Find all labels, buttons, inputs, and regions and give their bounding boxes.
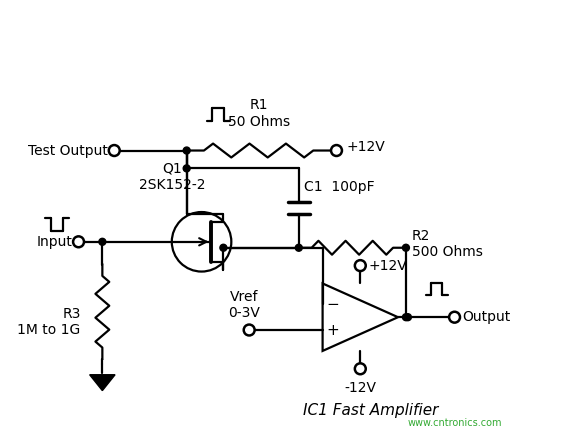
Circle shape bbox=[220, 244, 227, 251]
Text: R1
50 Ohms: R1 50 Ohms bbox=[227, 98, 290, 129]
Circle shape bbox=[99, 238, 106, 245]
Text: Input: Input bbox=[37, 235, 73, 249]
Circle shape bbox=[405, 314, 411, 321]
Text: +: + bbox=[326, 323, 339, 337]
Text: Test Output: Test Output bbox=[29, 143, 108, 158]
Polygon shape bbox=[89, 375, 115, 391]
Text: IC1 Fast Amplifier: IC1 Fast Amplifier bbox=[303, 403, 438, 418]
Text: −: − bbox=[326, 297, 339, 312]
Text: C1  100pF: C1 100pF bbox=[304, 180, 374, 194]
Text: Q1
2SK152-2: Q1 2SK152-2 bbox=[139, 162, 205, 192]
Text: +12V: +12V bbox=[368, 259, 407, 273]
Text: R3
1M to 1G: R3 1M to 1G bbox=[17, 307, 81, 337]
Circle shape bbox=[295, 244, 303, 251]
Text: www.cntronics.com: www.cntronics.com bbox=[407, 418, 502, 429]
Text: R2
500 Ohms: R2 500 Ohms bbox=[412, 229, 483, 259]
Circle shape bbox=[183, 165, 190, 172]
Circle shape bbox=[183, 147, 190, 154]
Text: -12V: -12V bbox=[344, 381, 376, 395]
Text: +12V: +12V bbox=[347, 140, 385, 153]
Circle shape bbox=[402, 314, 409, 321]
Text: Vref
0-3V: Vref 0-3V bbox=[228, 290, 260, 320]
Circle shape bbox=[402, 244, 409, 251]
Text: Output: Output bbox=[462, 310, 511, 324]
